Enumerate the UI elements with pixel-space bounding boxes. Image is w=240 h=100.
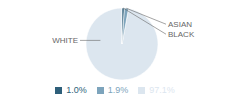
html-text:97.1%: 97.1% — [149, 85, 175, 95]
svg-text:ASIAN: ASIAN — [168, 20, 192, 29]
svg-text:WHITE: WHITE — [52, 36, 78, 45]
svg-text:BLACK: BLACK — [168, 30, 195, 39]
html-text:1.9%: 1.9% — [107, 85, 129, 95]
html-text:1.0%: 1.0% — [66, 85, 87, 95]
